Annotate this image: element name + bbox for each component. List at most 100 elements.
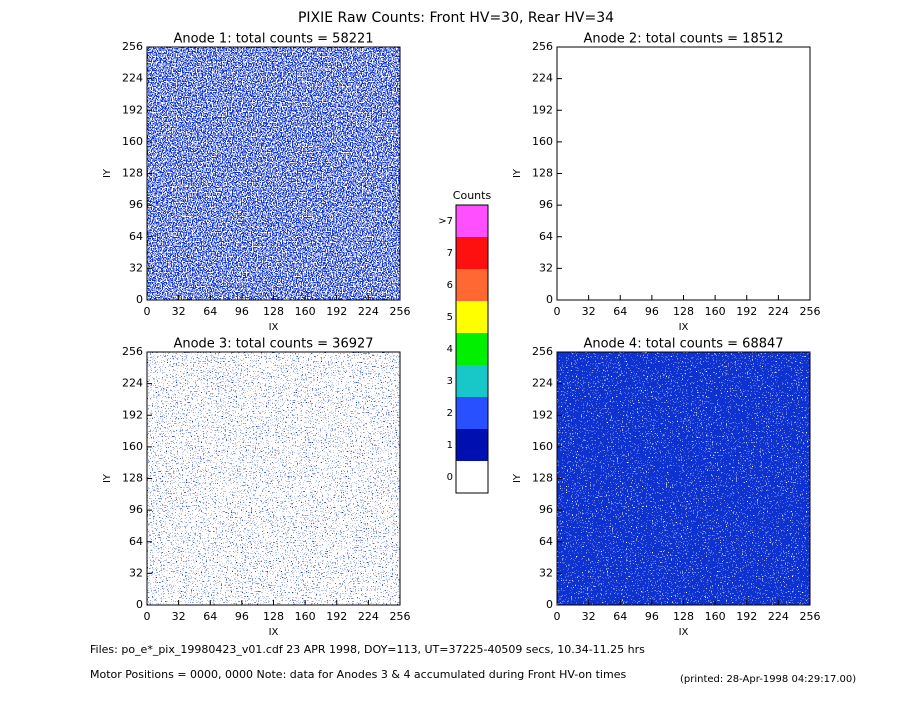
x-tick-label: 64: [203, 610, 217, 623]
y-tick-label: 96: [129, 503, 143, 516]
x-tick-label: 128: [263, 305, 284, 318]
footer-printed: (printed: 28-Apr-1998 04:29:17.00): [680, 674, 856, 685]
colorbar-swatch: [456, 269, 488, 301]
colorbar-frame: [455, 204, 489, 494]
x-tick-label: 0: [554, 610, 561, 623]
colorbar-label: 2: [447, 408, 453, 419]
x-tick-label: 32: [582, 610, 596, 623]
x-tick-label: 96: [235, 610, 249, 623]
footer-files: Files: po_e*_pix_19980423_v01.cdf 23 APR…: [90, 643, 645, 656]
x-tick-label: 96: [235, 305, 249, 318]
colorbar-label: 4: [447, 344, 453, 355]
colorbar-swatch: [456, 429, 488, 461]
y-tick-label: 32: [539, 566, 553, 579]
x-tick-label: 224: [768, 610, 789, 623]
y-tick-label: 32: [129, 261, 143, 274]
colorbar-label: 0: [447, 472, 453, 483]
x-tick-label: 32: [172, 610, 186, 623]
x-tick-label: 32: [172, 305, 186, 318]
x-axis-label: IX: [269, 627, 279, 638]
x-tick-label: 128: [673, 610, 694, 623]
y-tick-label: 192: [532, 103, 553, 116]
panel-title: Anode 4: total counts = 68847: [583, 337, 783, 352]
y-tick-label: 256: [532, 40, 553, 53]
count-speckle: [557, 352, 810, 605]
y-tick-label: 0: [136, 293, 143, 306]
y-tick-label: 64: [129, 230, 143, 243]
count-speckle: [147, 352, 400, 605]
colorbar-swatch: [456, 365, 488, 397]
colorbar-swatch: [456, 301, 488, 333]
x-tick-label: 96: [645, 305, 659, 318]
x-tick-label: 0: [554, 305, 561, 318]
x-tick-label: 256: [800, 610, 821, 623]
x-tick-label: 256: [390, 610, 411, 623]
y-tick-label: 128: [122, 472, 143, 485]
y-tick-label: 224: [532, 377, 553, 390]
y-tick-label: 0: [136, 598, 143, 611]
y-tick-label: 64: [539, 535, 553, 548]
panel-title: Anode 3: total counts = 36927: [173, 337, 373, 352]
y-tick-label: 128: [532, 167, 553, 180]
footer-motor: Motor Positions = 0000, 0000 Note: data …: [90, 668, 626, 681]
x-tick-label: 128: [263, 610, 284, 623]
colorbar-label: 6: [447, 280, 453, 291]
y-tick-label: 192: [122, 103, 143, 116]
x-tick-label: 0: [144, 305, 151, 318]
y-tick-label: 160: [532, 135, 553, 148]
x-tick-label: 256: [800, 305, 821, 318]
y-tick-label: 96: [539, 198, 553, 211]
x-tick-label: 192: [736, 610, 757, 623]
y-tick-label: 32: [539, 261, 553, 274]
x-tick-label: 160: [705, 610, 726, 623]
y-tick-label: 96: [539, 503, 553, 516]
y-tick-label: 224: [122, 377, 143, 390]
y-tick-label: 256: [122, 345, 143, 358]
y-tick-label: 160: [532, 440, 553, 453]
y-tick-label: 64: [539, 230, 553, 243]
colorbar-swatch: [456, 237, 488, 269]
x-tick-label: 64: [203, 305, 217, 318]
colorbar-swatch: [456, 461, 488, 493]
y-tick-label: 224: [532, 72, 553, 85]
x-tick-label: 160: [295, 305, 316, 318]
colorbar-label: 5: [447, 312, 453, 323]
y-tick-label: 64: [129, 535, 143, 548]
colorbar-swatch: [456, 333, 488, 365]
colorbar-title: Counts: [453, 189, 492, 202]
x-tick-label: 160: [295, 610, 316, 623]
y-tick-label: 0: [546, 598, 553, 611]
y-axis-label: IY: [512, 473, 523, 483]
x-tick-label: 256: [390, 305, 411, 318]
x-tick-label: 0: [144, 610, 151, 623]
y-tick-label: 160: [122, 440, 143, 453]
colorbar-label: 3: [447, 376, 453, 387]
x-tick-label: 224: [358, 305, 379, 318]
x-tick-label: 128: [673, 305, 694, 318]
y-tick-label: 96: [129, 198, 143, 211]
colorbar-label: 1: [447, 440, 453, 451]
colorbar-swatch: [456, 397, 488, 429]
panel-title: Anode 1: total counts = 58221: [173, 32, 373, 47]
y-tick-label: 128: [122, 167, 143, 180]
colorbar-label: 7: [447, 248, 453, 259]
panel-title: Anode 2: total counts = 18512: [583, 32, 783, 47]
y-tick-label: 0: [546, 293, 553, 306]
x-tick-label: 224: [768, 305, 789, 318]
x-tick-label: 32: [582, 305, 596, 318]
x-tick-label: 192: [736, 305, 757, 318]
x-tick-label: 96: [645, 610, 659, 623]
colorbar-swatch: [456, 205, 488, 237]
x-tick-label: 64: [613, 610, 627, 623]
y-tick-label: 256: [122, 40, 143, 53]
y-tick-label: 192: [122, 408, 143, 421]
page-title: PIXIE Raw Counts: Front HV=30, Rear HV=3…: [298, 10, 614, 26]
x-tick-label: 224: [358, 610, 379, 623]
x-axis-label: IX: [269, 322, 279, 333]
x-tick-label: 192: [326, 305, 347, 318]
x-axis-label: IX: [679, 627, 689, 638]
count-speckle: [147, 47, 400, 300]
y-axis-label: IY: [102, 473, 113, 483]
x-axis-label: IX: [679, 322, 689, 333]
